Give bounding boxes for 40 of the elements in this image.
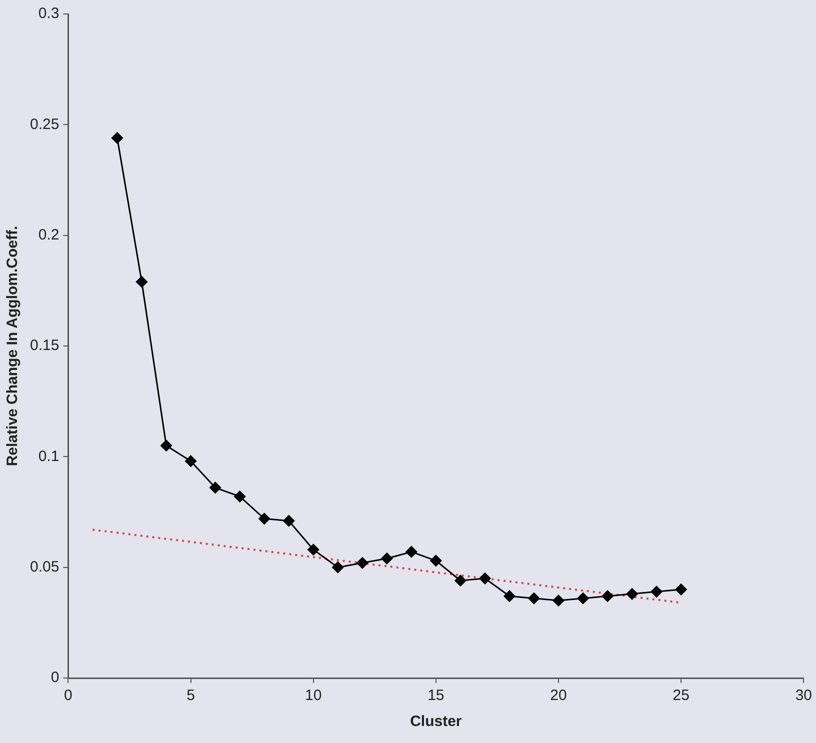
y-axis-title: Relative Change In Agglom.Coeff.: [4, 226, 22, 466]
point: [626, 588, 638, 600]
y-tick-label: 0.25: [30, 116, 60, 133]
point: [675, 584, 687, 596]
x-tick-label: 10: [305, 687, 322, 704]
point: [454, 574, 466, 586]
point: [185, 455, 197, 467]
point: [528, 592, 540, 604]
x-tick-label: 5: [186, 687, 195, 704]
y-tick-label: 0: [50, 669, 60, 686]
x-tick-label: 0: [64, 687, 72, 704]
x-tick-label: 25: [672, 687, 690, 704]
point: [650, 586, 662, 598]
y-tick-label: 0.2: [38, 226, 60, 244]
y-tick-label: 0.15: [30, 337, 60, 354]
point: [136, 276, 148, 288]
point: [430, 554, 442, 566]
y-tick-label: 0.05: [30, 558, 60, 576]
point: [332, 562, 344, 574]
point: [577, 592, 589, 604]
point: [479, 572, 491, 584]
point: [234, 490, 246, 502]
point: [356, 557, 368, 569]
point: [283, 515, 295, 527]
point: [308, 544, 320, 556]
point: [160, 440, 172, 452]
x-tick-label: 20: [550, 687, 567, 704]
y-tick-label: 0.3: [38, 5, 60, 22]
point: [111, 132, 123, 144]
point: [381, 552, 393, 564]
point: [210, 482, 222, 494]
x-tick-label: 30: [795, 687, 812, 704]
point: [552, 594, 564, 606]
x-axis-title: Cluster: [410, 713, 462, 730]
point: [258, 512, 270, 524]
x-tick-label: 15: [428, 687, 444, 704]
point: [602, 590, 614, 602]
y-tick-label: 0.1: [38, 448, 60, 465]
point: [504, 590, 516, 602]
point: [406, 546, 418, 558]
